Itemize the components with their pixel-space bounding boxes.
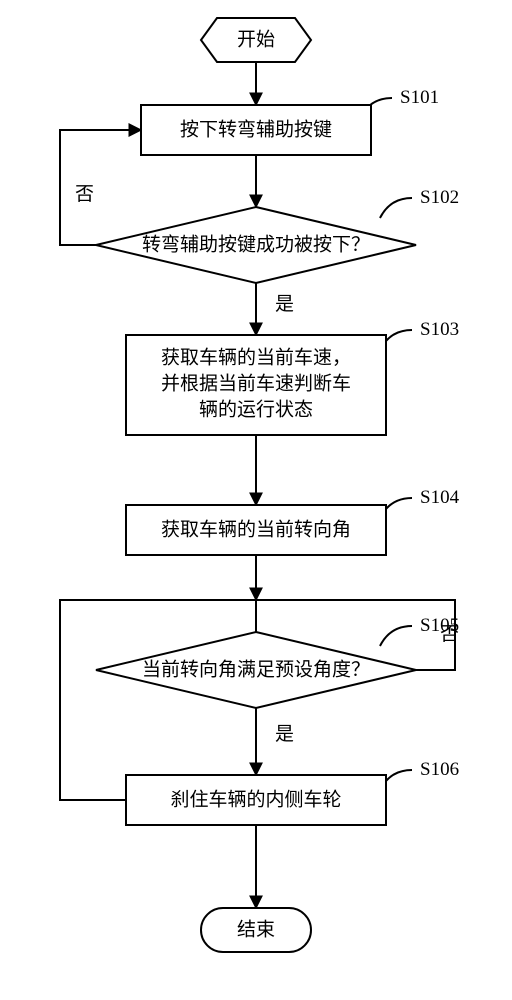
step-label: S103 — [420, 319, 459, 340]
step-label-connector — [380, 198, 412, 218]
step-label: S104 — [420, 487, 460, 508]
edge-label: 是 — [275, 294, 294, 315]
node-text: 转弯辅助按键成功被按下？ — [142, 233, 370, 255]
node-s103: 获取车辆的当前车速， 并根据当前车速判断车辆的运行状态 — [126, 335, 386, 435]
step-label-connector — [380, 626, 412, 646]
step-labels-layer: S101 S102 S103 S104 S105 S106 — [360, 87, 460, 790]
edge-label: 是 — [275, 724, 294, 745]
node-end: 结束 — [201, 908, 311, 952]
node-s106: 刹住车辆的内侧车轮 — [126, 775, 386, 825]
node-text: 获取车辆的当前转向角 — [161, 518, 351, 540]
node-text: 辆的运行状态 — [199, 398, 313, 420]
node-text: 按下转弯辅助按键 — [180, 118, 332, 140]
edge — [60, 130, 141, 245]
node-s101: 按下转弯辅助按键 — [141, 105, 371, 155]
flowchart-diagram: 是否是否S101S102S103S104S105S106开始按下转弯辅助按键转弯… — [0, 0, 512, 1000]
step-label: S106 — [420, 759, 459, 780]
node-text: 开始 — [237, 28, 275, 50]
node-text: 刹住车辆的内侧车轮 — [170, 788, 341, 810]
step-label: S105 — [420, 615, 459, 636]
node-text: 获取车辆的当前车速， — [161, 346, 351, 368]
node-s105: 当前转向角满足预设角度？ — [96, 632, 416, 708]
node-text: 并根据当前车速判断车 — [161, 372, 351, 394]
node-text: 当前转向角满足预设角度？ — [142, 658, 370, 680]
edge-label: 否 — [75, 184, 94, 205]
node-text: 结束 — [237, 918, 275, 940]
step-label: S101 — [400, 87, 439, 108]
step-label: S102 — [420, 187, 459, 208]
node-s102: 转弯辅助按键成功被按下？ — [96, 207, 416, 283]
node-start: 开始 — [201, 18, 311, 62]
node-s104: 获取车辆的当前转向角 — [126, 505, 386, 555]
